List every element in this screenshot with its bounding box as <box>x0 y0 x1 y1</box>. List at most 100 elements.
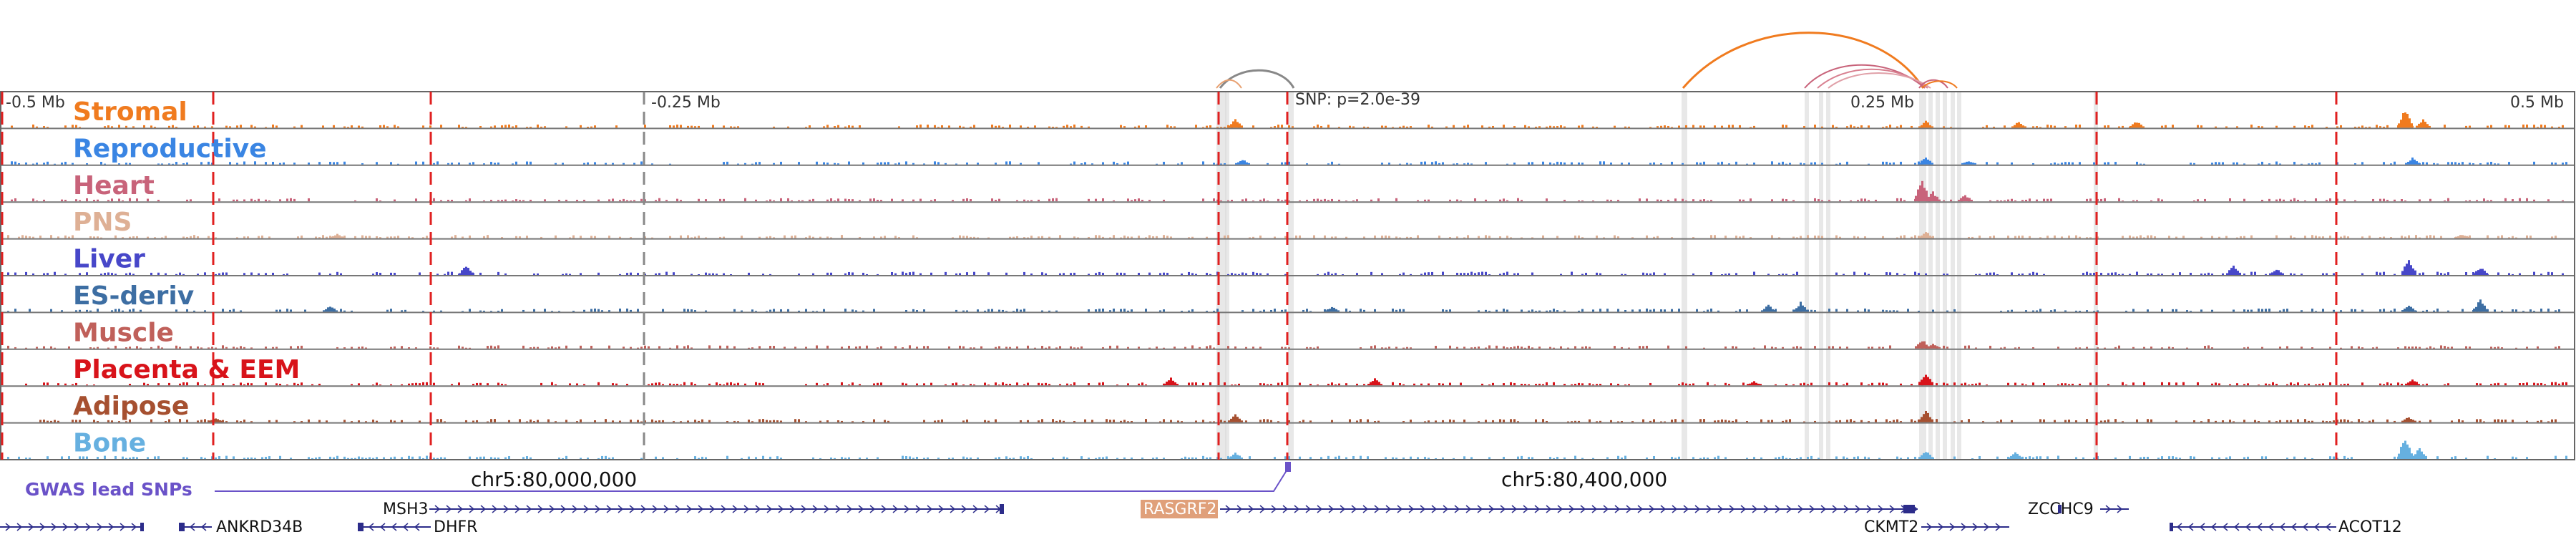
signal-bar <box>419 456 421 459</box>
signal-bar <box>218 273 220 275</box>
signal-bar <box>1685 346 1687 349</box>
signal-bar <box>995 419 997 422</box>
signal-bar <box>2161 274 2163 275</box>
signal-bar <box>419 420 421 422</box>
signal-peak <box>1926 190 1928 202</box>
signal-bar <box>676 345 678 349</box>
signal-bar <box>1631 309 1634 312</box>
signal-bar <box>2279 420 2281 422</box>
signal-bar <box>1488 457 1491 459</box>
strand-arrow <box>2199 523 2205 531</box>
signal-bar <box>1846 420 1848 422</box>
signal-bar <box>2018 236 2020 238</box>
signal-bar <box>655 420 657 422</box>
signal-bar <box>2018 274 2020 275</box>
signal-bar <box>111 420 113 422</box>
signal-bar <box>93 384 95 386</box>
scale-label-left: -0.5 Mb <box>6 94 65 112</box>
signal-bar <box>1885 126 1888 128</box>
signal-bar <box>1038 162 1040 165</box>
signal-bar <box>1267 163 1269 165</box>
signal-bar <box>2562 125 2564 128</box>
signal-bar <box>1513 163 1516 165</box>
signal-bar <box>1066 125 1068 128</box>
signal-bar <box>1327 271 1330 275</box>
signal-bar <box>1671 420 1673 422</box>
signal-bar <box>1059 384 1061 386</box>
signal-bar <box>691 274 693 275</box>
signal-peak <box>2404 309 2406 312</box>
signal-bar <box>1442 383 1444 386</box>
signal-bar <box>465 347 467 349</box>
signal-bar <box>565 199 567 202</box>
signal-bar <box>912 199 914 202</box>
signal-bar <box>2318 384 2321 386</box>
signal-bar <box>343 420 346 422</box>
signal-bar <box>2122 382 2124 386</box>
signal-bar <box>1710 272 1712 275</box>
signal-bar <box>1485 309 1487 312</box>
signal-bar <box>583 199 585 202</box>
signal-bar <box>2533 161 2535 165</box>
signal-bar <box>472 420 474 422</box>
signal-bar <box>1456 236 1458 238</box>
signal-bar <box>1503 309 1505 312</box>
signal-peak <box>1966 161 1968 165</box>
signal-bar <box>1896 198 1898 202</box>
signal-peak <box>1923 341 1926 349</box>
signal-bar <box>372 384 374 386</box>
signal-bar <box>1453 458 1455 459</box>
signal-bar <box>798 200 800 202</box>
signal-bar <box>555 384 557 386</box>
signal-bar <box>1889 125 1891 128</box>
signal-bar <box>626 200 628 202</box>
signal-bar <box>2558 346 2560 349</box>
signal-bar <box>2279 163 2281 165</box>
signal-bar <box>1506 347 1508 349</box>
signal-bar <box>855 310 857 312</box>
signal-bar <box>1102 382 1104 386</box>
signal-bar <box>1782 125 1784 128</box>
signal-bar <box>1191 345 1194 349</box>
strand-arrow <box>1580 505 1586 513</box>
signal-bar <box>2200 236 2202 238</box>
signal-bar <box>422 458 424 459</box>
strand-arrow <box>721 505 727 513</box>
signal-bar <box>1284 309 1287 312</box>
signal-bar <box>2562 200 2564 202</box>
signal-bar <box>658 346 660 349</box>
signal-bar <box>1800 163 1802 165</box>
signal-bar <box>1470 457 1473 459</box>
signal-bar <box>966 419 968 422</box>
signal-bar <box>859 458 861 459</box>
signal-bar <box>157 345 160 349</box>
signal-bar <box>193 310 195 312</box>
signal-bar <box>2057 455 2059 459</box>
signal-bar <box>1395 458 1397 459</box>
signal-bar <box>848 384 850 386</box>
signal-bar <box>2172 273 2174 275</box>
signal-bar <box>1617 455 1619 459</box>
signal-bar <box>2175 457 2177 459</box>
signal-peak <box>1929 417 1931 422</box>
signal-bar <box>1410 126 1412 128</box>
signal-bar <box>233 309 235 312</box>
signal-bar <box>877 200 879 202</box>
signal-bar <box>841 347 843 349</box>
signal-bar <box>494 346 496 349</box>
signal-bar <box>1503 420 1505 422</box>
signal-bar <box>1664 273 1666 275</box>
signal-bar <box>576 200 578 202</box>
signal-bar <box>50 420 52 422</box>
signal-peak <box>1927 159 1929 165</box>
signal-bar <box>1360 309 1362 312</box>
signal-bar <box>2512 420 2514 422</box>
signal-bar <box>694 126 696 128</box>
signal-bar <box>1878 347 1880 349</box>
signal-bar <box>2054 162 2056 165</box>
signal-bar <box>691 347 693 349</box>
signal-bar <box>1116 384 1118 386</box>
signal-peak <box>1772 309 1774 312</box>
signal-bar <box>823 126 825 128</box>
signal-bar <box>1860 382 1863 386</box>
